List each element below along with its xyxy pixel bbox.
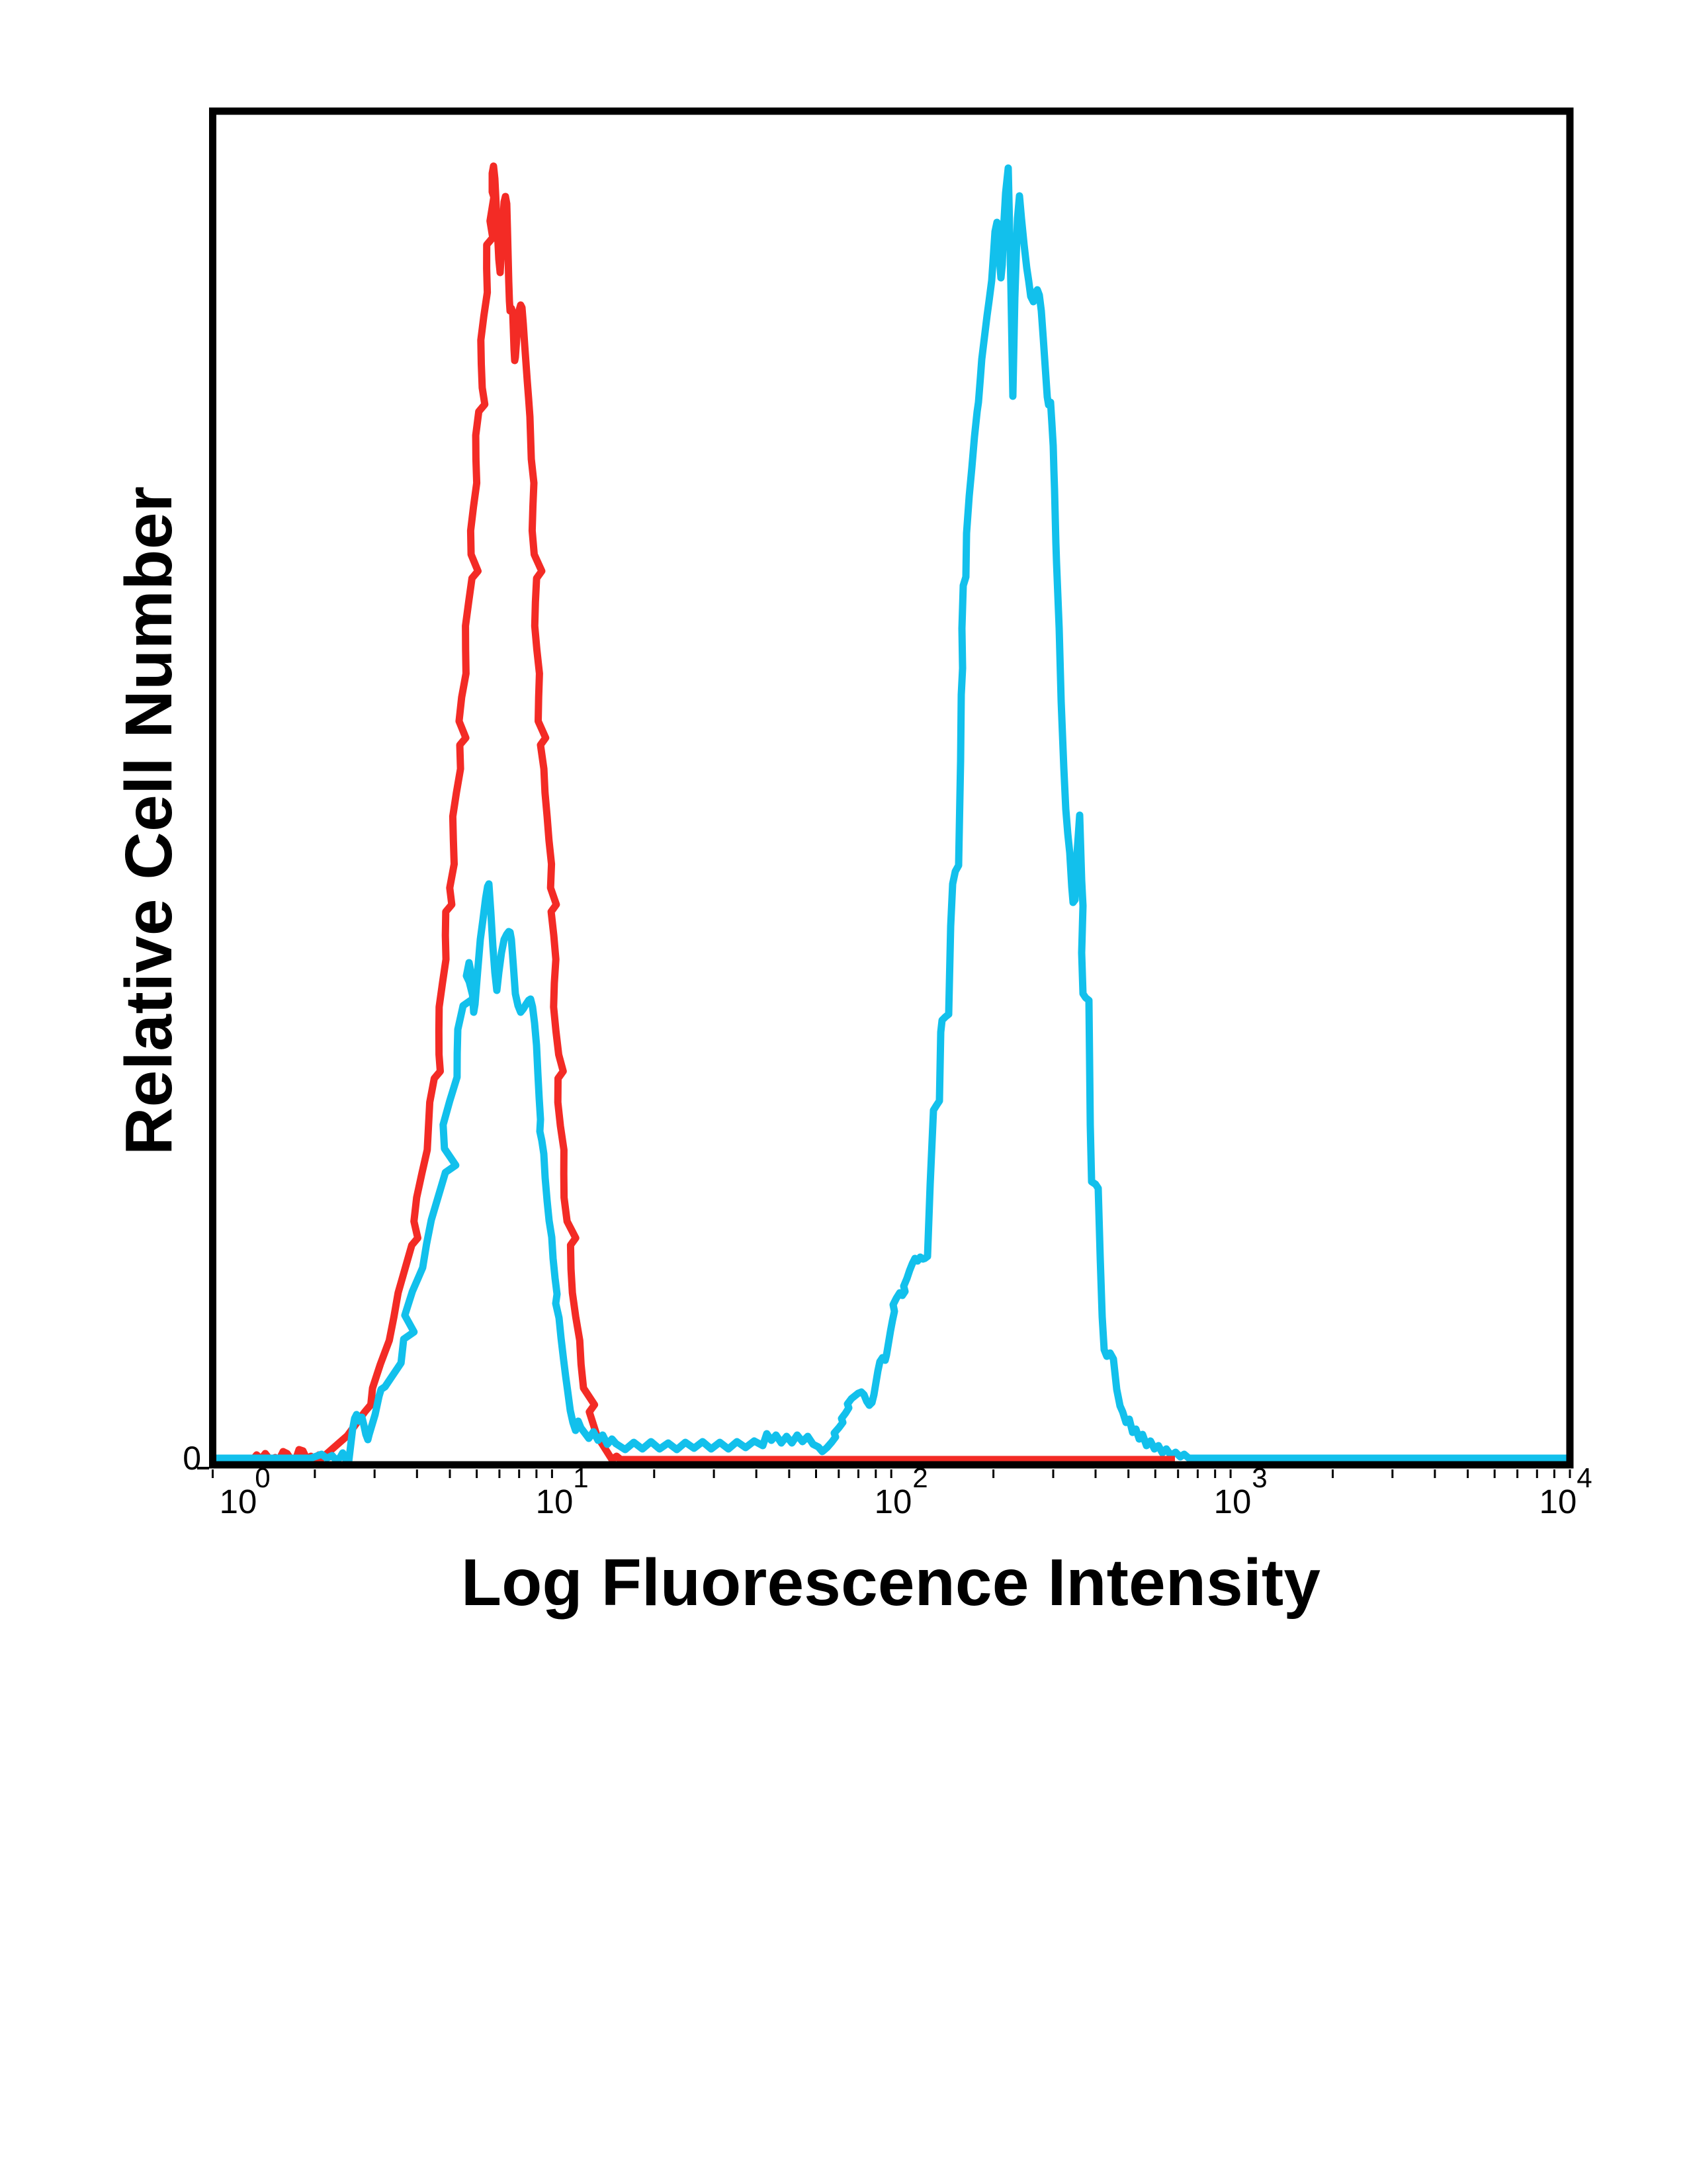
svg-text:0: 0 [183, 1440, 201, 1477]
svg-text:10: 10 [875, 1483, 912, 1520]
svg-text:10: 10 [220, 1483, 257, 1520]
svg-text:10: 10 [536, 1483, 574, 1520]
svg-text:10: 10 [1539, 1483, 1577, 1520]
svg-text:10: 10 [1214, 1483, 1252, 1520]
svg-text:Relative Cell Number: Relative Cell Number [112, 486, 186, 1155]
svg-text:Log Fluorescence Intensity: Log Fluorescence Intensity [461, 1546, 1320, 1620]
